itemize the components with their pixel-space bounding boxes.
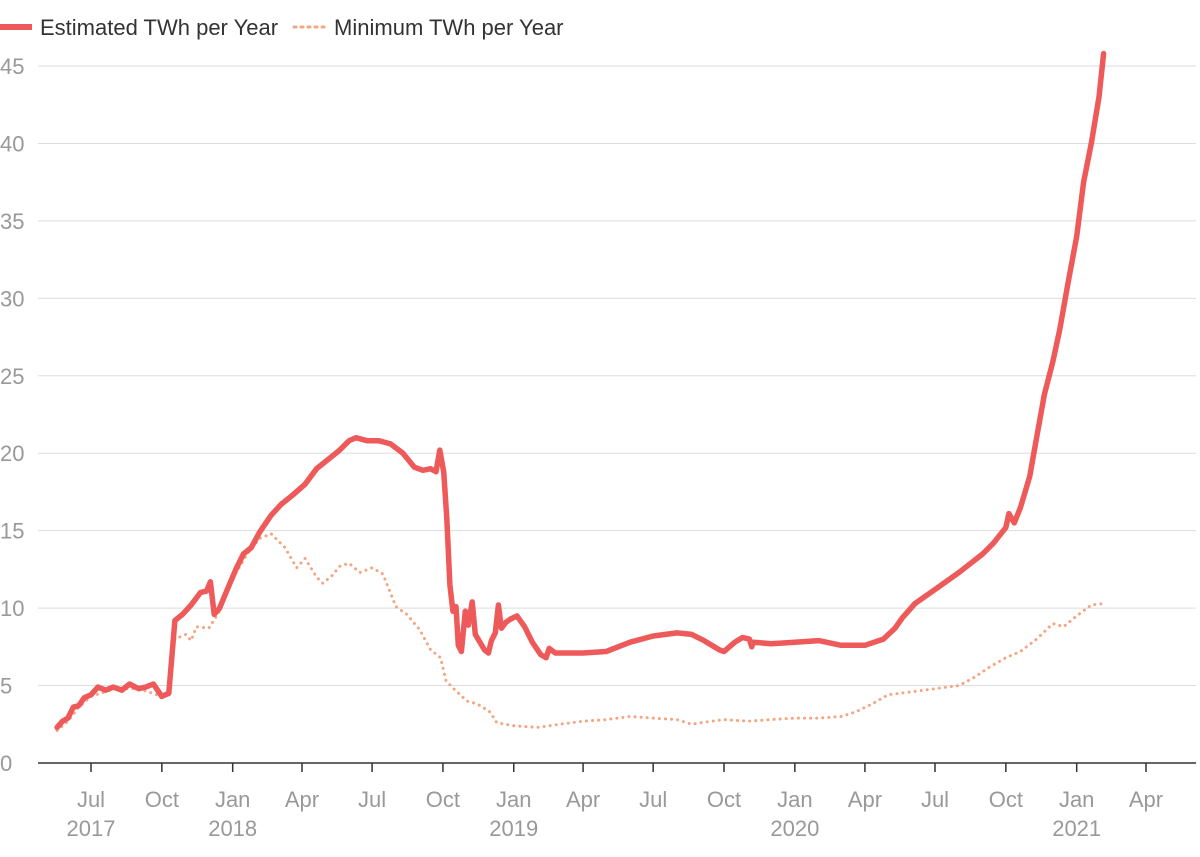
legend-label-minimum: Minimum TWh per Year — [334, 15, 563, 40]
x-tick-label-5: Oct — [426, 787, 460, 812]
x-tick-label-15: Apr — [1129, 787, 1163, 812]
y-tick-label-20: 20 — [0, 441, 24, 466]
x-tick-label-14: Jan — [1059, 787, 1094, 812]
y-tick-label-45: 45 — [0, 54, 24, 79]
x-year-label-2017: 2017 — [67, 816, 116, 841]
y-tick-label-40: 40 — [0, 131, 24, 156]
legend-label-estimated: Estimated TWh per Year — [40, 15, 278, 40]
x-tick-label-7: Apr — [566, 787, 600, 812]
series-lines — [54, 50, 1107, 732]
y-tick-label-10: 10 — [0, 596, 24, 621]
x-axis-ticks: Jul 2017 Oct Jan 2018 Apr Jul Oct Jan 2019 Apr Jul O… — [67, 763, 1163, 841]
series-line-estimated — [54, 50, 1107, 731]
x-tick-label-8: Jul — [639, 787, 667, 812]
x-tick-label-10: Jan — [777, 787, 812, 812]
x-year-label-2018: 2018 — [208, 816, 257, 841]
x-tick-label-3: Apr — [285, 787, 319, 812]
x-year-label-2021: 2021 — [1052, 816, 1101, 841]
x-tick-label-6: Jan — [496, 787, 531, 812]
y-tick-label-30: 30 — [0, 286, 24, 311]
x-tick-label-2: Jan — [215, 787, 250, 812]
x-year-label-2020: 2020 — [770, 816, 819, 841]
series-line-minimum — [55, 532, 1106, 732]
legend: Estimated TWh per Year Minimum TWh per Y… — [0, 15, 564, 40]
y-tick-label-5: 5 — [0, 674, 12, 699]
x-tick-label-9: Oct — [707, 787, 741, 812]
y-tick-label-35: 35 — [0, 209, 24, 234]
y-tick-label-25: 25 — [0, 364, 24, 389]
x-tick-label-13: Oct — [989, 787, 1023, 812]
x-tick-label-0: Jul — [77, 787, 105, 812]
x-tick-label-4: Jul — [358, 787, 386, 812]
y-tick-label-15: 15 — [0, 519, 24, 544]
x-tick-label-11: Apr — [848, 787, 882, 812]
y-tick-label-0: 0 — [0, 751, 12, 776]
x-tick-label-1: Oct — [145, 787, 179, 812]
x-year-label-2019: 2019 — [489, 816, 538, 841]
x-tick-label-12: Jul — [921, 787, 949, 812]
y-axis-ticks: 0 5 10 15 20 25 30 35 40 45 — [0, 54, 24, 776]
